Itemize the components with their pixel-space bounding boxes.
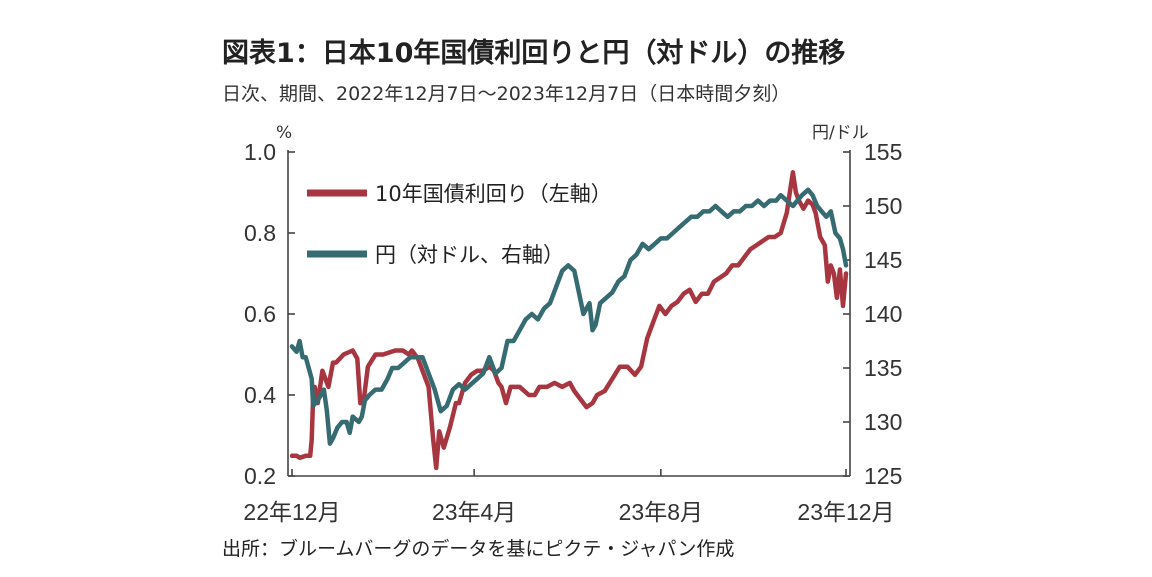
left-tick-label: 1.0 — [244, 139, 276, 165]
tick-labels: 1.0 0.8 0.6 0.4 0.2 155 150 145 140 135 130 125 22年1… — [243, 139, 902, 525]
left-tick-label: 0.8 — [244, 220, 276, 246]
series-line-yen — [289, 187, 849, 446]
right-tick-label: 140 — [864, 301, 902, 327]
right-tick-label: 130 — [864, 409, 902, 435]
x-tick-label: 22年12月 — [243, 499, 340, 525]
right-tick-label: 155 — [864, 139, 902, 165]
chart-subtitle: 日次、期間、2022年12月7日～2023年12月7日（日本時間夕刻） — [222, 83, 790, 105]
right-tick-label: 145 — [864, 247, 902, 273]
left-tick-label: 0.4 — [244, 382, 276, 408]
series-layer — [289, 170, 849, 471]
x-tick-label: 23年4月 — [432, 499, 516, 525]
left-tick-label: 0.2 — [244, 463, 276, 489]
legend-label-yield: 10年国債利回り（左軸） — [375, 182, 612, 206]
left-axis-unit: % — [276, 123, 292, 143]
chart-title: 図表1：日本10年国債利回りと円（対ドル）の推移 — [222, 37, 845, 69]
right-tick-label: 125 — [864, 463, 902, 489]
axes — [287, 150, 851, 477]
series-line-yield — [289, 170, 849, 471]
x-tick-label: 23年12月 — [797, 499, 894, 525]
right-tick-label: 135 — [864, 355, 902, 381]
legend: 10年国債利回り（左軸） 円（対ドル、右軸） — [307, 182, 612, 267]
left-tick-label: 0.6 — [244, 301, 276, 327]
right-axis-unit: 円/ドル — [812, 123, 869, 143]
right-tick-label: 150 — [864, 193, 902, 219]
x-tick-label: 23年8月 — [619, 499, 703, 525]
legend-label-yen: 円（対ドル、右軸） — [375, 243, 564, 267]
source-note: 出所：ブルームバーグのデータを基にピクテ・ジャパン作成 — [222, 537, 734, 560]
